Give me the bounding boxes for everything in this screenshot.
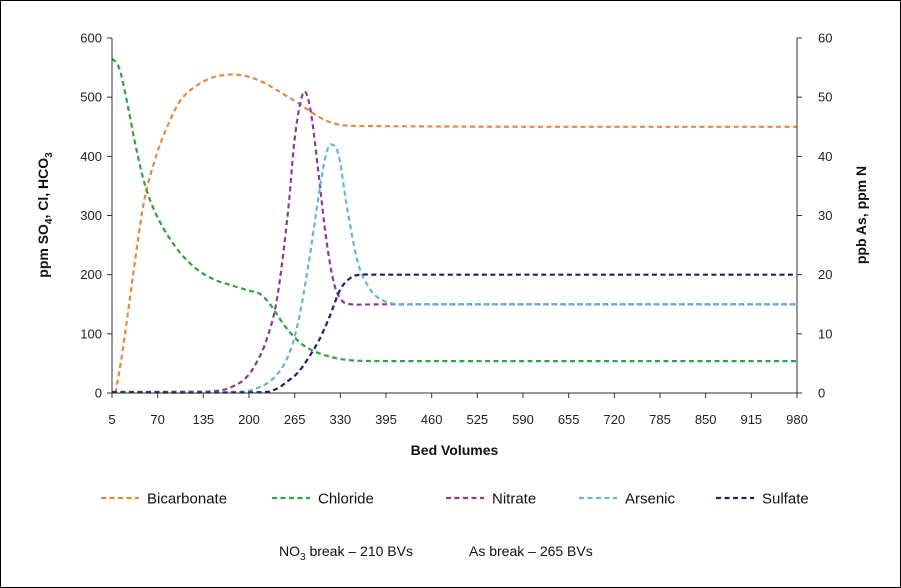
series-line-chloride: [111, 57, 797, 363]
series-line-arsenic: [111, 143, 797, 394]
x-tick-label: 460: [421, 412, 443, 427]
legend-label-sulfate: Sulfate: [762, 491, 809, 508]
left-tick-label: 600: [80, 31, 102, 46]
x-tick-label: 135: [192, 412, 214, 427]
series-line-sulfate: [111, 273, 797, 394]
x-tick-label: 265: [284, 412, 306, 427]
right-tick-label: 60: [818, 31, 832, 46]
x-tick-label: 980: [786, 412, 808, 427]
right-tick-label: 0: [818, 386, 825, 401]
left-tick-label: 0: [95, 386, 102, 401]
left-tick-label: 200: [80, 267, 102, 282]
x-tick-label: 5: [108, 412, 115, 427]
series-line-bicarbonate: [114, 73, 797, 394]
x-axis-title: Bed Volumes: [411, 442, 499, 458]
x-tick-label: 785: [649, 412, 671, 427]
right-tick-label: 20: [818, 267, 832, 282]
left-tick-label: 400: [80, 149, 102, 164]
x-tick-label: 850: [695, 412, 717, 427]
right-tick-label: 10: [818, 326, 832, 341]
legend-label-nitrate: Nitrate: [492, 491, 536, 508]
x-tick-label: 720: [603, 412, 625, 427]
x-tick-label: 525: [466, 412, 488, 427]
right-tick-label: 30: [818, 208, 832, 223]
legend-label-chloride: Chloride: [318, 491, 374, 508]
x-tick-label: 915: [740, 412, 762, 427]
x-tick-label: 655: [558, 412, 580, 427]
nitrate-break-note: NO3 break – 210 BVs: [279, 543, 413, 563]
x-tick-label: 70: [150, 412, 164, 427]
right-axis-title: ppb As, ppm N: [853, 166, 869, 264]
left-tick-label: 300: [80, 208, 102, 223]
left-tick-label: 100: [80, 326, 102, 341]
x-tick-label: 200: [238, 412, 260, 427]
left-axis-title: ppm SO4, Cl, HCO3: [35, 152, 55, 278]
x-tick-label: 395: [375, 412, 397, 427]
series-line-nitrate: [111, 90, 797, 393]
legend-label-arsenic: Arsenic: [625, 491, 676, 508]
left-tick-label: 500: [80, 90, 102, 105]
x-tick-label: 330: [329, 412, 351, 427]
legend-label-bicarbonate: Bicarbonate: [147, 491, 227, 508]
arsenic-break-note: As break – 265 BVs: [469, 543, 593, 559]
right-tick-label: 40: [818, 149, 832, 164]
legend: Bicarbonate Chloride Nitrate Arsenic Sulfate: [101, 491, 809, 508]
x-tick-label: 590: [512, 412, 534, 427]
right-tick-label: 50: [818, 90, 832, 105]
